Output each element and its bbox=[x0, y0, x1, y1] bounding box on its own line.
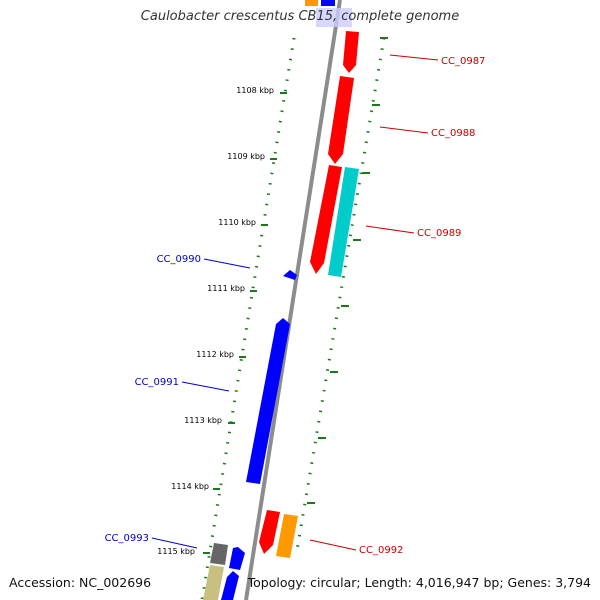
gene-CC_0990[interactable] bbox=[283, 270, 297, 280]
connector-CC_0993 bbox=[151, 537, 198, 549]
map-title: Caulobacter crescentus CB15, complete ge… bbox=[140, 9, 460, 24]
gene-partial-orange-top bbox=[305, 0, 318, 6]
kbp-label-1115: 1115 kbp bbox=[157, 547, 195, 556]
gene-CC_0987[interactable] bbox=[343, 31, 359, 73]
outer-major-ticks bbox=[307, 37, 388, 504]
gene-label-CC_0992[interactable]: CC_0992 bbox=[359, 545, 403, 556]
genome-backbone bbox=[244, 0, 342, 600]
gene-CC_0988[interactable] bbox=[328, 76, 354, 164]
title-highlight bbox=[316, 8, 352, 27]
connector-CC_0992 bbox=[309, 539, 357, 551]
accession-text: Accession: NC_002696 bbox=[9, 575, 152, 590]
kbp-label-1111: 1111 kbp bbox=[207, 284, 245, 293]
gene-CC_0992[interactable] bbox=[276, 514, 298, 558]
gene-CC_0991[interactable] bbox=[246, 318, 290, 484]
gene-cyan-CC_0989b[interactable] bbox=[328, 167, 359, 277]
gene-label-CC_0993[interactable]: CC_0993 bbox=[105, 533, 149, 544]
inner-major-ticks bbox=[203, 92, 287, 554]
kbp-label-1114: 1114 kbp bbox=[171, 482, 209, 491]
kbp-label-1109: 1109 kbp bbox=[227, 152, 265, 161]
gene-label-CC_0988[interactable]: CC_0988 bbox=[431, 128, 475, 139]
gene-partial-blue-top bbox=[321, 0, 335, 6]
connector-CC_0989 bbox=[365, 225, 415, 234]
gene-label-CC_0990[interactable]: CC_0990 bbox=[157, 254, 201, 265]
kbp-label-1113: 1113 kbp bbox=[184, 416, 222, 425]
kbp-label-1110: 1110 kbp bbox=[218, 218, 256, 227]
kbp-label-1108: 1108 kbp bbox=[236, 86, 274, 95]
connector-CC_0988 bbox=[379, 126, 429, 134]
connector-CC_0990 bbox=[203, 258, 251, 269]
connector-CC_0991 bbox=[181, 381, 230, 392]
inner-tick-track bbox=[200, 37, 296, 600]
gene-label-CC_0991[interactable]: CC_0991 bbox=[135, 377, 179, 388]
gene-CC_0993-gray[interactable] bbox=[210, 543, 228, 565]
genome-summary-text: Topology: circular; Length: 4,016,947 bp… bbox=[247, 575, 591, 590]
gene-label-CC_0989[interactable]: CC_0989 bbox=[417, 228, 461, 239]
gene-CC_0993[interactable] bbox=[203, 565, 224, 600]
kbp-label-1112: 1112 kbp bbox=[196, 350, 234, 359]
gene-blue-lower-1[interactable] bbox=[229, 547, 245, 570]
gene-label-CC_0987[interactable]: CC_0987 bbox=[441, 56, 485, 67]
gene-blue-lower-2[interactable] bbox=[221, 571, 239, 600]
gene-CC_0992-red[interactable] bbox=[259, 510, 280, 554]
connector-CC_0987 bbox=[389, 54, 439, 61]
gene-CC_0989[interactable] bbox=[310, 165, 342, 274]
